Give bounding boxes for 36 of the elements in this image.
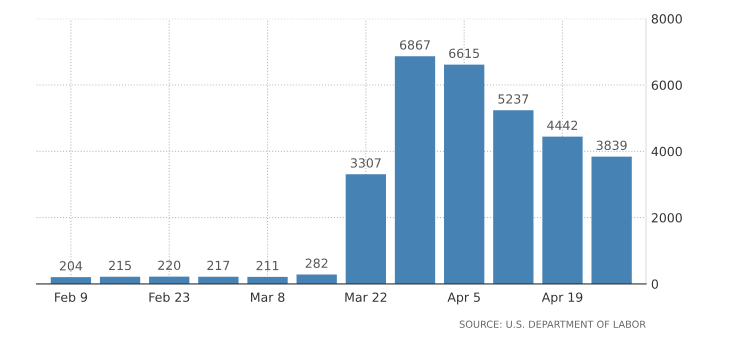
- y-tick-label: 4000: [652, 146, 682, 156]
- x-tick-label: Feb 23: [149, 292, 190, 302]
- data-label: 220: [158, 260, 180, 270]
- x-tick-label: Mar 8: [251, 292, 284, 302]
- bar: [493, 110, 534, 284]
- bar: [444, 64, 484, 284]
- y-tick-label: 2000: [652, 213, 682, 223]
- bar: [591, 156, 632, 284]
- data-label: 217: [207, 260, 230, 270]
- bar: [50, 277, 92, 284]
- bar: [149, 276, 190, 284]
- bar: [247, 276, 288, 284]
- y-tick-label: 6000: [652, 80, 682, 90]
- bar: [346, 174, 386, 284]
- bar: [542, 136, 583, 284]
- data-label: 3839: [596, 140, 627, 150]
- source-note: SOURCE: U.S. DEPARTMENT OF LABOR: [460, 320, 646, 328]
- y-tick-label: 0: [652, 279, 658, 289]
- data-label: 215: [109, 260, 131, 270]
- data-label: 282: [306, 258, 328, 268]
- bar: [198, 276, 239, 284]
- data-label: 6867: [400, 40, 430, 50]
- data-label: 6615: [449, 48, 479, 58]
- x-tick-label: Apr 19: [542, 292, 582, 304]
- data-label: 204: [60, 261, 82, 271]
- bar: [100, 276, 140, 284]
- x-tick-label: Mar 22: [345, 292, 386, 302]
- bar: [296, 274, 337, 284]
- data-label: 3307: [350, 158, 381, 168]
- x-tick-label: Feb 9: [55, 292, 88, 302]
- y-tick-label: 8000: [652, 14, 682, 24]
- bar: [394, 56, 436, 284]
- x-tick-label: Apr 5: [447, 292, 480, 304]
- data-label: 211: [256, 260, 278, 270]
- data-label: 5237: [498, 94, 528, 104]
- data-label: 4442: [547, 120, 578, 130]
